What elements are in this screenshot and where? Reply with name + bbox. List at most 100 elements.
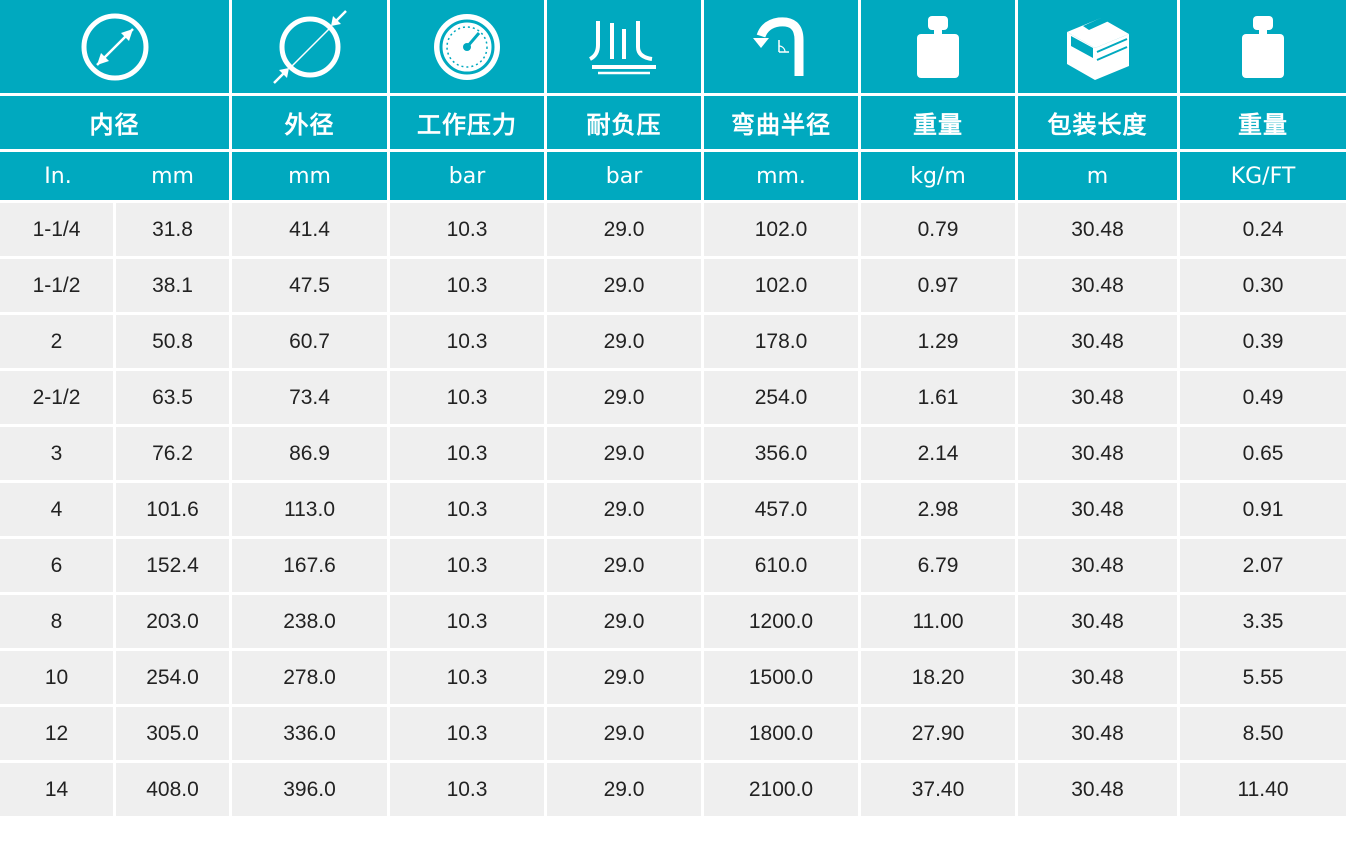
column-name-weight-metric: 重量 bbox=[861, 96, 1018, 152]
cell-weight-kg-per-m: 2.14 bbox=[861, 424, 1018, 480]
cell-bend-radius: 2100.0 bbox=[704, 760, 861, 816]
unit-m: m bbox=[1018, 152, 1180, 200]
pressure-gauge-icon bbox=[390, 0, 547, 96]
unit-bar: bar bbox=[390, 152, 547, 200]
cell-working-pressure: 10.3 bbox=[390, 648, 547, 704]
table-row: 4 101.6 113.0 10.3 29.0 457.0 2.98 30.48 0.91 bbox=[0, 480, 1346, 536]
outer-diameter-icon bbox=[232, 0, 390, 96]
cell-size-inch: 12 bbox=[0, 704, 116, 760]
cell-weight-kg-per-m: 1.61 bbox=[861, 368, 1018, 424]
cell-vacuum-resistance: 29.0 bbox=[547, 592, 704, 648]
cell-weight-kg-per-m: 37.40 bbox=[861, 760, 1018, 816]
package-box-icon bbox=[1018, 0, 1180, 96]
table-row: 6 152.4 167.6 10.3 29.0 610.0 6.79 30.48 2.07 bbox=[0, 536, 1346, 592]
cell-weight-kg-per-ft: 11.40 bbox=[1180, 760, 1346, 816]
cell-bend-radius: 1500.0 bbox=[704, 648, 861, 704]
weight-icon bbox=[861, 0, 1018, 96]
cell-working-pressure: 10.3 bbox=[390, 312, 547, 368]
cell-outer-diameter-mm: 41.4 bbox=[232, 200, 390, 256]
unit-row: In. mm mm bar bar mm. kg/m m KG/FT bbox=[0, 152, 1346, 200]
cell-inner-diameter-mm: 38.1 bbox=[116, 256, 232, 312]
cell-weight-kg-per-ft: 0.91 bbox=[1180, 480, 1346, 536]
cell-size-inch: 6 bbox=[0, 536, 116, 592]
burst-pressure-icon bbox=[547, 0, 704, 96]
cell-outer-diameter-mm: 60.7 bbox=[232, 312, 390, 368]
cell-weight-kg-per-ft: 2.07 bbox=[1180, 536, 1346, 592]
cell-inner-diameter-mm: 203.0 bbox=[116, 592, 232, 648]
table-row: 2-1/2 63.5 73.4 10.3 29.0 254.0 1.61 30.48 0.49 bbox=[0, 368, 1346, 424]
cell-size-inch: 4 bbox=[0, 480, 116, 536]
cell-vacuum-resistance: 29.0 bbox=[547, 760, 704, 816]
cell-size-inch: 2 bbox=[0, 312, 116, 368]
cell-working-pressure: 10.3 bbox=[390, 704, 547, 760]
hose-spec-table: 内径 外径 工作压力 耐负压 弯曲半径 重量 包装长度 重量 In. mm mm… bbox=[0, 0, 1346, 816]
cell-weight-kg-per-m: 6.79 bbox=[861, 536, 1018, 592]
table-row: 14 408.0 396.0 10.3 29.0 2100.0 37.40 30.48 11.4… bbox=[0, 760, 1346, 816]
cell-outer-diameter-mm: 47.5 bbox=[232, 256, 390, 312]
cell-bend-radius: 102.0 bbox=[704, 256, 861, 312]
cell-size-inch: 1-1/2 bbox=[0, 256, 116, 312]
cell-weight-kg-per-ft: 3.35 bbox=[1180, 592, 1346, 648]
column-name-outer-diameter: 外径 bbox=[232, 96, 390, 152]
unit-kg-per-ft: KG/FT bbox=[1230, 163, 1296, 189]
cell-working-pressure: 10.3 bbox=[390, 424, 547, 480]
cell-size-inch: 14 bbox=[0, 760, 116, 816]
cell-bend-radius: 457.0 bbox=[704, 480, 861, 536]
cell-working-pressure: 10.3 bbox=[390, 256, 547, 312]
cell-package-length: 30.48 bbox=[1018, 704, 1180, 760]
bend-radius-icon bbox=[704, 0, 861, 96]
cell-weight-kg-per-ft: 5.55 bbox=[1180, 648, 1346, 704]
cell-weight-kg-per-m: 27.90 bbox=[861, 704, 1018, 760]
cell-package-length: 30.48 bbox=[1018, 648, 1180, 704]
cell-package-length: 30.48 bbox=[1018, 368, 1180, 424]
cell-weight-kg-per-ft: 0.30 bbox=[1180, 256, 1346, 312]
cell-weight-kg-per-m: 1.29 bbox=[861, 312, 1018, 368]
weight-icon bbox=[1180, 0, 1346, 96]
cell-weight-kg-per-ft: 0.49 bbox=[1180, 368, 1346, 424]
cell-vacuum-resistance: 29.0 bbox=[547, 368, 704, 424]
cell-vacuum-resistance: 29.0 bbox=[547, 704, 704, 760]
cell-size-inch: 2-1/2 bbox=[0, 368, 116, 424]
cell-bend-radius: 1800.0 bbox=[704, 704, 861, 760]
table-row: 8 203.0 238.0 10.3 29.0 1200.0 11.00 30.48 3.35 bbox=[0, 592, 1346, 648]
unit-bar: bar bbox=[547, 152, 704, 200]
table-row: 1-1/4 31.8 41.4 10.3 29.0 102.0 0.79 30.48 0.24 bbox=[0, 200, 1346, 256]
column-name-vacuum-resistance: 耐负压 bbox=[547, 96, 704, 152]
table-row: 1-1/2 38.1 47.5 10.3 29.0 102.0 0.97 30.48 0.30 bbox=[0, 256, 1346, 312]
cell-outer-diameter-mm: 396.0 bbox=[232, 760, 390, 816]
cell-outer-diameter-mm: 73.4 bbox=[232, 368, 390, 424]
cell-weight-kg-per-ft: 0.24 bbox=[1180, 200, 1346, 256]
cell-inner-diameter-mm: 50.8 bbox=[116, 312, 232, 368]
cell-inner-diameter-mm: 63.5 bbox=[116, 368, 232, 424]
cell-vacuum-resistance: 29.0 bbox=[547, 648, 704, 704]
column-name-inner-diameter: 内径 bbox=[0, 96, 232, 152]
cell-size-inch: 8 bbox=[0, 592, 116, 648]
cell-weight-kg-per-m: 2.98 bbox=[861, 480, 1018, 536]
cell-bend-radius: 254.0 bbox=[704, 368, 861, 424]
cell-inner-diameter-mm: 305.0 bbox=[116, 704, 232, 760]
cell-inner-diameter-mm: 408.0 bbox=[116, 760, 232, 816]
unit-kg-per-m: kg/m bbox=[861, 152, 1018, 200]
cell-vacuum-resistance: 29.0 bbox=[547, 480, 704, 536]
cell-inner-diameter-mm: 31.8 bbox=[116, 200, 232, 256]
cell-weight-kg-per-ft: 0.65 bbox=[1180, 424, 1346, 480]
cell-weight-kg-per-ft: 0.39 bbox=[1180, 312, 1346, 368]
cell-size-inch: 10 bbox=[0, 648, 116, 704]
column-name-package-length: 包装长度 bbox=[1018, 96, 1180, 152]
spec-table-body: 1-1/4 31.8 41.4 10.3 29.0 102.0 0.79 30.48 0.24 1… bbox=[0, 200, 1346, 816]
inner-diameter-icon bbox=[0, 0, 232, 96]
cell-package-length: 30.48 bbox=[1018, 424, 1180, 480]
cell-inner-diameter-mm: 101.6 bbox=[116, 480, 232, 536]
cell-outer-diameter-mm: 86.9 bbox=[232, 424, 390, 480]
cell-weight-kg-per-m: 0.79 bbox=[861, 200, 1018, 256]
table-row: 10 254.0 278.0 10.3 29.0 1500.0 18.20 30.48 5.55 bbox=[0, 648, 1346, 704]
cell-working-pressure: 10.3 bbox=[390, 536, 547, 592]
icon-header-row bbox=[0, 0, 1346, 96]
cell-outer-diameter-mm: 336.0 bbox=[232, 704, 390, 760]
column-name-bend-radius: 弯曲半径 bbox=[704, 96, 861, 152]
table-row: 12 305.0 336.0 10.3 29.0 1800.0 27.90 30.48 8.50 bbox=[0, 704, 1346, 760]
cell-weight-kg-per-ft: 8.50 bbox=[1180, 704, 1346, 760]
table-row: 3 76.2 86.9 10.3 29.0 356.0 2.14 30.48 0.65 bbox=[0, 424, 1346, 480]
cell-size-inch: 3 bbox=[0, 424, 116, 480]
table-row: 2 50.8 60.7 10.3 29.0 178.0 1.29 30.48 0.39 bbox=[0, 312, 1346, 368]
